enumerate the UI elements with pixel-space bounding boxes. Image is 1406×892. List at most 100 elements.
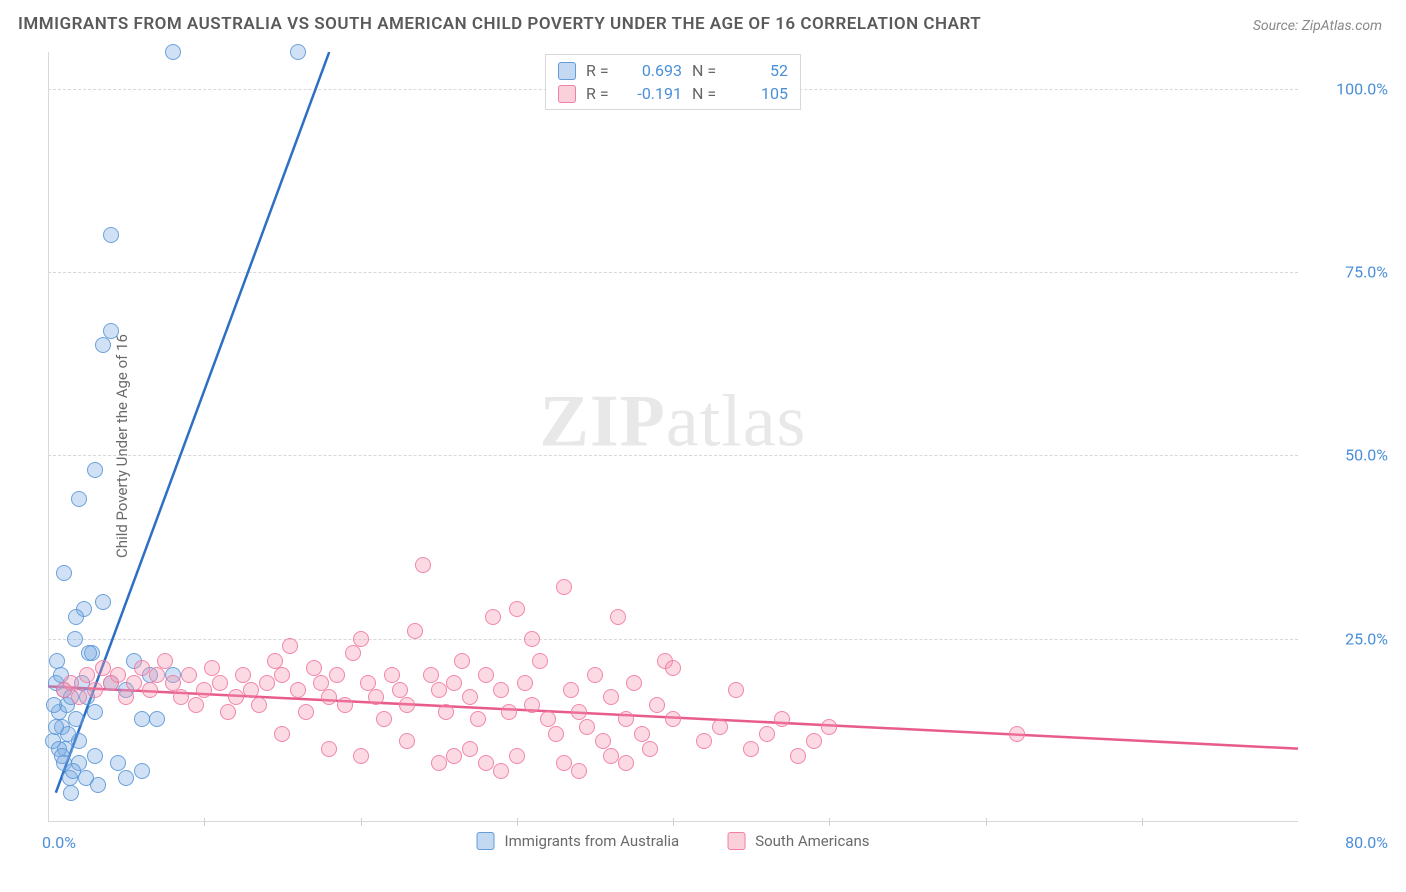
watermark-bold: ZIP xyxy=(540,380,666,462)
data-point xyxy=(306,660,322,676)
r-value-2: -0.191 xyxy=(626,84,682,103)
data-point xyxy=(493,682,509,698)
data-point xyxy=(63,675,79,691)
data-point xyxy=(790,748,806,764)
data-point xyxy=(67,631,83,647)
data-point xyxy=(454,653,470,669)
watermark: ZIPatlas xyxy=(540,379,807,464)
gridline xyxy=(48,272,1298,273)
data-point xyxy=(634,726,650,742)
x-tick xyxy=(1142,818,1143,826)
data-point xyxy=(478,755,494,771)
data-point xyxy=(399,733,415,749)
data-point xyxy=(774,711,790,727)
data-point xyxy=(212,675,228,691)
data-point xyxy=(524,697,540,713)
gridline xyxy=(48,639,1298,640)
data-point xyxy=(556,579,572,595)
data-point xyxy=(563,682,579,698)
data-point xyxy=(196,682,212,698)
legend-label-1: Immigrants from Australia xyxy=(505,832,680,850)
swatch-blue xyxy=(558,62,576,80)
data-point xyxy=(384,667,400,683)
swatch-pink xyxy=(558,85,576,103)
data-point xyxy=(71,689,87,705)
data-point xyxy=(329,667,345,683)
data-point xyxy=(642,741,658,757)
data-point xyxy=(149,667,165,683)
data-point xyxy=(87,682,103,698)
data-point xyxy=(118,689,134,705)
trend-lines xyxy=(48,52,1298,822)
data-point xyxy=(267,653,283,669)
data-point xyxy=(587,667,603,683)
data-point xyxy=(90,777,106,793)
data-point xyxy=(298,704,314,720)
data-point xyxy=(368,689,384,705)
data-point xyxy=(556,755,572,771)
data-point xyxy=(95,594,111,610)
data-point xyxy=(759,726,775,742)
data-point xyxy=(618,755,634,771)
data-point xyxy=(134,660,150,676)
r-label: R = xyxy=(586,61,616,80)
data-point xyxy=(87,462,103,478)
data-point xyxy=(110,667,126,683)
data-point xyxy=(399,697,415,713)
data-point xyxy=(696,733,712,749)
data-point xyxy=(54,748,70,764)
data-point xyxy=(665,660,681,676)
data-point xyxy=(56,565,72,581)
data-point xyxy=(407,623,423,639)
watermark-rest: atlas xyxy=(666,380,807,462)
data-point xyxy=(337,697,353,713)
data-point xyxy=(87,748,103,764)
n-value-1: 52 xyxy=(732,61,788,80)
correlation-legend: R = 0.693 N = 52 R = -0.191 N = 105 xyxy=(545,54,801,110)
data-point xyxy=(204,660,220,676)
data-point xyxy=(81,645,97,661)
data-point xyxy=(462,689,478,705)
data-point xyxy=(79,667,95,683)
data-point xyxy=(626,675,642,691)
r-value-1: 0.693 xyxy=(626,61,682,80)
data-point xyxy=(618,711,634,727)
n-label: N = xyxy=(692,84,722,103)
x-tick xyxy=(361,818,362,826)
data-point xyxy=(49,653,65,669)
data-point xyxy=(142,682,158,698)
x-axis-min-label: 0.0% xyxy=(42,833,76,852)
data-point xyxy=(321,689,337,705)
data-point xyxy=(68,711,84,727)
swatch-pink xyxy=(727,832,745,850)
chart-plot-area: ZIPatlas 25.0%50.0%75.0%100.0% R = 0.693… xyxy=(48,52,1298,822)
data-point xyxy=(259,675,275,691)
data-point xyxy=(517,675,533,691)
legend-label-2: South Americans xyxy=(755,832,869,850)
data-point xyxy=(821,719,837,735)
data-point xyxy=(103,227,119,243)
data-point xyxy=(493,763,509,779)
x-tick xyxy=(673,818,674,826)
x-axis-max-label: 80.0% xyxy=(1345,833,1388,852)
y-tick-label: 25.0% xyxy=(1345,629,1388,648)
data-point xyxy=(446,748,462,764)
data-point xyxy=(509,748,525,764)
data-point xyxy=(134,763,150,779)
data-point xyxy=(806,733,822,749)
data-point xyxy=(290,682,306,698)
data-point xyxy=(110,755,126,771)
data-point xyxy=(274,667,290,683)
legend-row-series1: R = 0.693 N = 52 xyxy=(558,59,788,82)
data-point xyxy=(532,653,548,669)
data-point xyxy=(71,733,87,749)
data-point xyxy=(181,667,197,683)
data-point xyxy=(415,557,431,573)
data-point xyxy=(63,785,79,801)
data-point xyxy=(220,704,236,720)
data-point xyxy=(321,741,337,757)
data-point xyxy=(95,337,111,353)
data-point xyxy=(282,638,298,654)
data-point xyxy=(438,704,454,720)
legend-item-2: South Americans xyxy=(727,832,869,850)
